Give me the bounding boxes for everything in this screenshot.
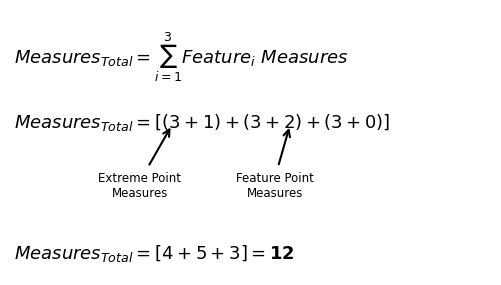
Text: $\mathit{Measures_{Total}} = \sum_{i=1}^{3} \mathit{Feature_i\ Measures}$: $\mathit{Measures_{Total}} = \sum_{i=1}^… [14,30,348,84]
Text: $\mathit{Measures_{Total}} = [4+5+3] = \mathbf{12}$: $\mathit{Measures_{Total}} = [4+5+3] = \… [14,243,294,264]
Text: Extreme Point
Measures: Extreme Point Measures [98,172,181,200]
Text: $\mathit{Measures_{Total}} = [(3+1)+(3+2)+(3+0)]$: $\mathit{Measures_{Total}} = [(3+1)+(3+2… [14,112,389,133]
Text: Feature Point
Measures: Feature Point Measures [235,172,313,200]
